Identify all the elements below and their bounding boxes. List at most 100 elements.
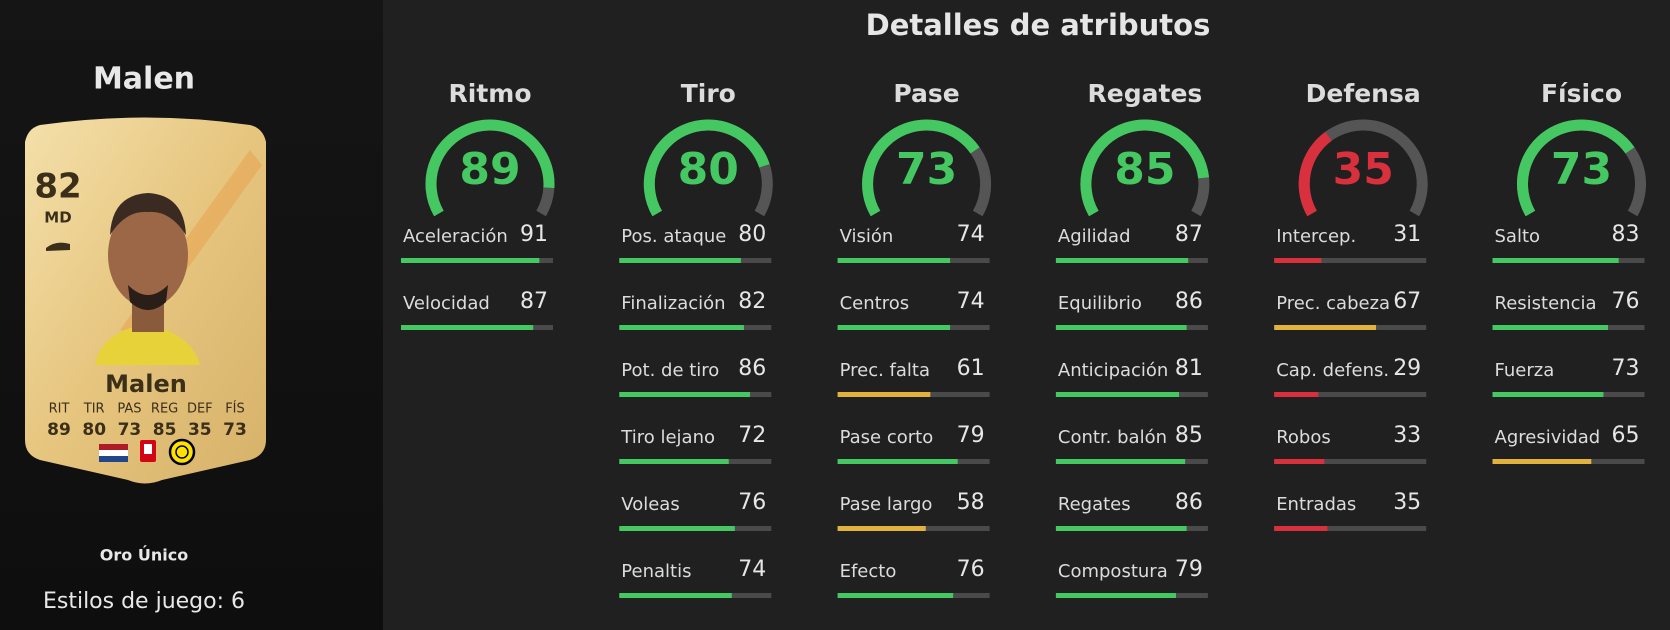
stat-value: 31 xyxy=(1393,222,1421,247)
stat-bar xyxy=(837,258,951,263)
group-title: Regates xyxy=(1088,79,1203,108)
stat-value: 80 xyxy=(738,222,766,247)
stat-bar xyxy=(1055,392,1180,397)
group-value: 73 xyxy=(896,144,957,195)
stat-bar xyxy=(619,593,732,598)
stat-bar-track xyxy=(1274,258,1427,263)
stat-value: 86 xyxy=(738,356,766,381)
stat-bar xyxy=(1274,325,1377,330)
group-value: 80 xyxy=(678,144,739,195)
gauge-fill xyxy=(643,119,770,217)
stat-value: 81 xyxy=(1175,356,1203,381)
section-title: Detalles de atributos xyxy=(866,8,1211,42)
stat-bar xyxy=(1274,392,1319,397)
stat-label: Intercep. xyxy=(1276,226,1356,247)
gauge-fill xyxy=(1298,131,1332,217)
stat-value: 74 xyxy=(957,289,985,314)
stat-bar xyxy=(619,526,735,531)
card-stat-label: DEF xyxy=(187,402,213,417)
group-title: Defensa xyxy=(1306,79,1421,108)
stat-value: 85 xyxy=(1175,423,1203,448)
stat-value: 79 xyxy=(957,423,985,448)
group-title: Pase xyxy=(893,79,959,108)
gauge-fill xyxy=(1516,119,1635,217)
stat-label: Prec. falta xyxy=(840,360,930,381)
stat-value: 65 xyxy=(1612,423,1640,448)
stat-label: Pot. de tiro xyxy=(621,360,719,381)
card-stat-value: 80 xyxy=(82,420,106,440)
stat-value: 87 xyxy=(520,289,548,314)
boot-icon xyxy=(46,242,70,251)
stat-label: Equilibrio xyxy=(1058,293,1142,314)
stat-label: Entradas xyxy=(1276,494,1356,515)
stat-bar xyxy=(1274,258,1322,263)
group-title: Tiro xyxy=(681,79,736,108)
stat-bar xyxy=(837,325,951,330)
stat-label: Aceleración xyxy=(403,226,508,247)
stat-value: 76 xyxy=(738,490,766,515)
card-position: MD xyxy=(44,209,71,227)
stat-value: 35 xyxy=(1393,490,1421,515)
stat-label: Pos. ataque xyxy=(621,226,726,247)
player-photo xyxy=(95,193,200,365)
stat-value: 74 xyxy=(957,222,985,247)
stat-label: Velocidad xyxy=(403,293,490,314)
stat-value: 74 xyxy=(738,557,766,582)
stat-label: Anticipación xyxy=(1058,360,1168,381)
stat-label: Robos xyxy=(1276,427,1331,448)
card-stat-label: REG xyxy=(151,402,178,417)
stat-value: 29 xyxy=(1393,356,1421,381)
stat-label: Agilidad xyxy=(1058,226,1131,247)
stat-bar-track xyxy=(1274,392,1427,397)
stat-label: Prec. cabeza xyxy=(1276,293,1390,314)
stat-bar xyxy=(619,392,751,397)
group-title: Ritmo xyxy=(449,79,532,108)
stat-bar-track xyxy=(1274,526,1427,531)
stat-label: Visión xyxy=(840,226,894,247)
stat-bar xyxy=(619,459,729,464)
group-title: Físico xyxy=(1541,79,1622,108)
group-value: 35 xyxy=(1333,144,1394,195)
gauge-fill xyxy=(425,119,555,217)
stat-value: 58 xyxy=(957,490,985,515)
stat-label: Voleas xyxy=(621,494,679,515)
stat-bar xyxy=(837,392,931,397)
card-stat-value: 85 xyxy=(153,420,177,440)
playstyles: Estilos de juego: 6 xyxy=(43,589,245,614)
stat-value: 87 xyxy=(1175,222,1203,247)
stat-bar xyxy=(1274,459,1325,464)
stat-value: 83 xyxy=(1612,222,1640,247)
card-stats: RIT 89 TIR 80 PAS 73 REG 85 DEF 35 FÍS 73 xyxy=(47,401,247,441)
stat-value: 73 xyxy=(1612,356,1640,381)
stat-bar xyxy=(837,459,958,464)
stat-value: 79 xyxy=(1175,557,1203,582)
stat-bar xyxy=(1492,325,1609,330)
stat-value: 33 xyxy=(1393,423,1421,448)
stat-label: Finalización xyxy=(621,293,725,314)
stat-label: Compostura xyxy=(1058,561,1168,582)
stat-bar xyxy=(1055,258,1189,263)
stat-bar-track xyxy=(1274,459,1427,464)
stat-value: 91 xyxy=(520,222,548,247)
stat-label: Penaltis xyxy=(621,561,691,582)
card-stat-label: PAS xyxy=(117,402,141,417)
stat-value: 61 xyxy=(957,356,985,381)
gauge-fill xyxy=(862,119,980,217)
stat-label: Pase corto xyxy=(840,427,934,448)
stat-label: Agresividad xyxy=(1495,427,1601,448)
stat-label: Efecto xyxy=(840,561,897,582)
group-value: 85 xyxy=(1114,144,1175,195)
card-stat-label: TIR xyxy=(83,402,105,417)
stat-label: Pase largo xyxy=(840,494,933,515)
stat-bar xyxy=(1055,459,1186,464)
group-value: 89 xyxy=(459,144,520,195)
stat-value: 72 xyxy=(738,423,766,448)
player-name: Malen xyxy=(93,62,195,97)
stat-label: Cap. defens. xyxy=(1276,360,1389,381)
stat-bar xyxy=(1055,526,1187,531)
stat-bar xyxy=(837,593,954,598)
stat-value: 82 xyxy=(738,289,766,314)
stat-bar xyxy=(401,325,534,330)
stat-label: Fuerza xyxy=(1495,360,1555,381)
